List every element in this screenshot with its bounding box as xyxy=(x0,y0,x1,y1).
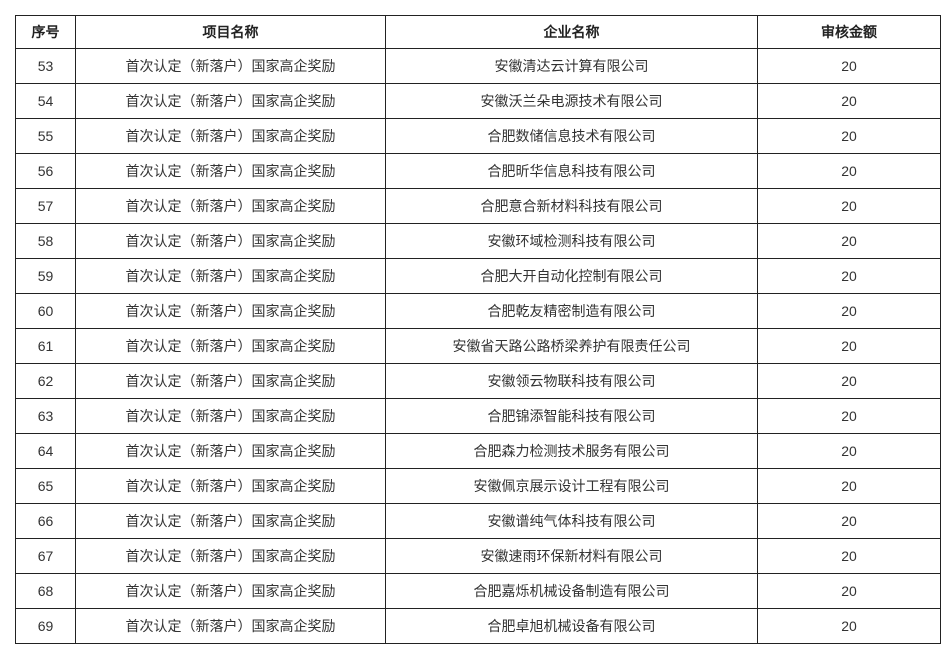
cell-company: 安徽速雨环保新材料有限公司 xyxy=(385,538,758,574)
table-row: 66 首次认定（新落户）国家高企奖励 安徽谱纯气体科技有限公司 20 xyxy=(15,503,941,539)
cell-no: 64 xyxy=(15,433,76,469)
cell-amount: 20 xyxy=(757,48,941,84)
table-row: 65 首次认定（新落户）国家高企奖励 安徽佩京展示设计工程有限公司 20 xyxy=(15,468,941,504)
table-row: 62 首次认定（新落户）国家高企奖励 安徽领云物联科技有限公司 20 xyxy=(15,363,941,399)
cell-company: 合肥数储信息技术有限公司 xyxy=(385,118,758,154)
cell-project: 首次认定（新落户）国家高企奖励 xyxy=(75,398,386,434)
cell-no: 69 xyxy=(15,608,76,644)
header-project: 项目名称 xyxy=(75,15,386,49)
cell-project: 首次认定（新落户）国家高企奖励 xyxy=(75,188,386,224)
cell-no: 67 xyxy=(15,538,76,574)
header-amount: 审核金额 xyxy=(757,15,941,49)
cell-amount: 20 xyxy=(757,258,941,294)
cell-project: 首次认定（新落户）国家高企奖励 xyxy=(75,608,386,644)
cell-project: 首次认定（新落户）国家高企奖励 xyxy=(75,83,386,119)
cell-amount: 20 xyxy=(757,503,941,539)
cell-amount: 20 xyxy=(757,398,941,434)
cell-no: 59 xyxy=(15,258,76,294)
cell-company: 安徽沃兰朵电源技术有限公司 xyxy=(385,83,758,119)
table-row: 59 首次认定（新落户）国家高企奖励 合肥大开自动化控制有限公司 20 xyxy=(15,258,941,294)
cell-amount: 20 xyxy=(757,433,941,469)
header-no: 序号 xyxy=(15,15,76,49)
cell-amount: 20 xyxy=(757,608,941,644)
cell-project: 首次认定（新落户）国家高企奖励 xyxy=(75,223,386,259)
cell-company: 安徽领云物联科技有限公司 xyxy=(385,363,758,399)
cell-amount: 20 xyxy=(757,328,941,364)
cell-project: 首次认定（新落户）国家高企奖励 xyxy=(75,433,386,469)
cell-amount: 20 xyxy=(757,573,941,609)
cell-no: 65 xyxy=(15,468,76,504)
award-table: 序号 项目名称 企业名称 审核金额 53 首次认定（新落户）国家高企奖励 安徽清达云… xyxy=(15,15,941,644)
table-row: 54 首次认定（新落户）国家高企奖励 安徽沃兰朵电源技术有限公司 20 xyxy=(15,83,941,119)
cell-project: 首次认定（新落户）国家高企奖励 xyxy=(75,573,386,609)
cell-no: 55 xyxy=(15,118,76,154)
table-row: 53 首次认定（新落户）国家高企奖励 安徽清达云计算有限公司 20 xyxy=(15,48,941,84)
cell-project: 首次认定（新落户）国家高企奖励 xyxy=(75,328,386,364)
cell-project: 首次认定（新落户）国家高企奖励 xyxy=(75,503,386,539)
cell-amount: 20 xyxy=(757,153,941,189)
header-row: 序号 项目名称 企业名称 审核金额 xyxy=(15,15,941,49)
table-row: 55 首次认定（新落户）国家高企奖励 合肥数储信息技术有限公司 20 xyxy=(15,118,941,154)
table-row: 60 首次认定（新落户）国家高企奖励 合肥乾友精密制造有限公司 20 xyxy=(15,293,941,329)
cell-no: 57 xyxy=(15,188,76,224)
cell-company: 安徽清达云计算有限公司 xyxy=(385,48,758,84)
cell-project: 首次认定（新落户）国家高企奖励 xyxy=(75,538,386,574)
cell-project: 首次认定（新落户）国家高企奖励 xyxy=(75,258,386,294)
cell-no: 54 xyxy=(15,83,76,119)
cell-company: 合肥昕华信息科技有限公司 xyxy=(385,153,758,189)
cell-project: 首次认定（新落户）国家高企奖励 xyxy=(75,153,386,189)
cell-project: 首次认定（新落户）国家高企奖励 xyxy=(75,118,386,154)
cell-amount: 20 xyxy=(757,293,941,329)
cell-no: 56 xyxy=(15,153,76,189)
cell-project: 首次认定（新落户）国家高企奖励 xyxy=(75,293,386,329)
cell-project: 首次认定（新落户）国家高企奖励 xyxy=(75,363,386,399)
table-row: 56 首次认定（新落户）国家高企奖励 合肥昕华信息科技有限公司 20 xyxy=(15,153,941,189)
cell-amount: 20 xyxy=(757,83,941,119)
cell-amount: 20 xyxy=(757,363,941,399)
cell-no: 63 xyxy=(15,398,76,434)
table-row: 57 首次认定（新落户）国家高企奖励 合肥意合新材料科技有限公司 20 xyxy=(15,188,941,224)
cell-no: 58 xyxy=(15,223,76,259)
header-company: 企业名称 xyxy=(385,15,758,49)
cell-company: 合肥意合新材料科技有限公司 xyxy=(385,188,758,224)
cell-amount: 20 xyxy=(757,538,941,574)
table-row: 58 首次认定（新落户）国家高企奖励 安徽环域检测科技有限公司 20 xyxy=(15,223,941,259)
cell-company: 合肥乾友精密制造有限公司 xyxy=(385,293,758,329)
cell-no: 62 xyxy=(15,363,76,399)
cell-company: 安徽环域检测科技有限公司 xyxy=(385,223,758,259)
cell-no: 60 xyxy=(15,293,76,329)
table-row: 69 首次认定（新落户）国家高企奖励 合肥卓旭机械设备有限公司 20 xyxy=(15,608,941,644)
cell-company: 合肥卓旭机械设备有限公司 xyxy=(385,608,758,644)
cell-amount: 20 xyxy=(757,468,941,504)
cell-amount: 20 xyxy=(757,223,941,259)
cell-no: 66 xyxy=(15,503,76,539)
cell-company: 合肥锦添智能科技有限公司 xyxy=(385,398,758,434)
cell-amount: 20 xyxy=(757,188,941,224)
cell-no: 68 xyxy=(15,573,76,609)
cell-company: 合肥大开自动化控制有限公司 xyxy=(385,258,758,294)
cell-company: 安徽省天路公路桥梁养护有限责任公司 xyxy=(385,328,758,364)
cell-project: 首次认定（新落户）国家高企奖励 xyxy=(75,468,386,504)
table-row: 61 首次认定（新落户）国家高企奖励 安徽省天路公路桥梁养护有限责任公司 20 xyxy=(15,328,941,364)
table-row: 67 首次认定（新落户）国家高企奖励 安徽速雨环保新材料有限公司 20 xyxy=(15,538,941,574)
table-row: 63 首次认定（新落户）国家高企奖励 合肥锦添智能科技有限公司 20 xyxy=(15,398,941,434)
table-row: 64 首次认定（新落户）国家高企奖励 合肥森力检测技术服务有限公司 20 xyxy=(15,433,941,469)
cell-company: 安徽佩京展示设计工程有限公司 xyxy=(385,468,758,504)
cell-company: 合肥嘉烁机械设备制造有限公司 xyxy=(385,573,758,609)
table-row: 68 首次认定（新落户）国家高企奖励 合肥嘉烁机械设备制造有限公司 20 xyxy=(15,573,941,609)
cell-company: 安徽谱纯气体科技有限公司 xyxy=(385,503,758,539)
cell-no: 61 xyxy=(15,328,76,364)
cell-project: 首次认定（新落户）国家高企奖励 xyxy=(75,48,386,84)
cell-company: 合肥森力检测技术服务有限公司 xyxy=(385,433,758,469)
cell-amount: 20 xyxy=(757,118,941,154)
cell-no: 53 xyxy=(15,48,76,84)
